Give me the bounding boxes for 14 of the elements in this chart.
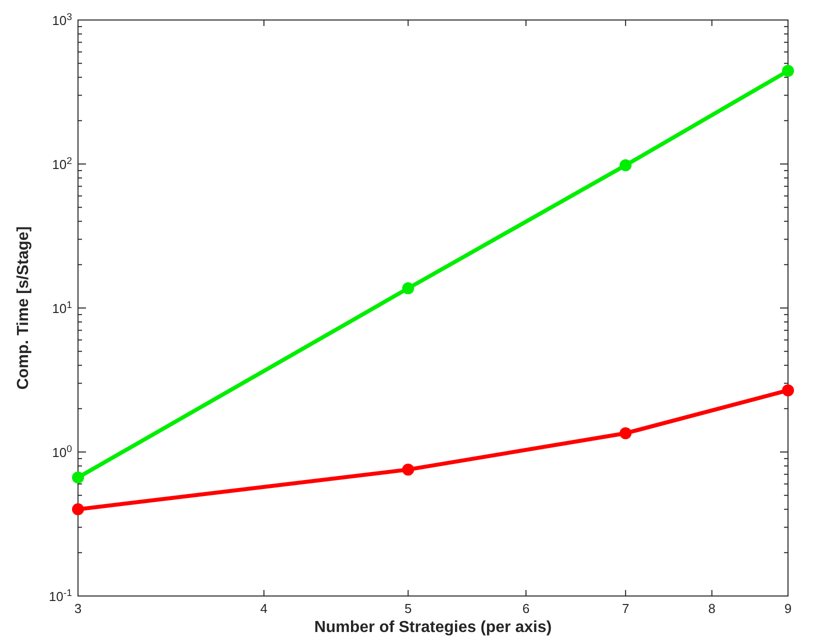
x-tick-label: 9 xyxy=(784,601,792,616)
x-axis-title: Number of Strategies (per axis) xyxy=(314,619,552,636)
x-tick-label: 7 xyxy=(622,601,630,616)
x-tick-label: 5 xyxy=(404,601,412,616)
x-tick-label: 4 xyxy=(260,601,268,616)
y-tick-label: 10$^{0}$ xyxy=(52,444,73,460)
x-tick-label: 6 xyxy=(522,601,530,616)
y-tick-label: 10$^{-1}$ xyxy=(48,588,72,604)
x-tick-label: 8 xyxy=(708,601,716,616)
y-tick-label: 10$^{1}$ xyxy=(52,300,72,316)
y-tick-label: 10$^{2}$ xyxy=(52,156,72,172)
y-tick-label: 10$^{3}$ xyxy=(52,12,72,28)
x-tick-label: 3 xyxy=(74,601,82,616)
y-axis-title: Comp. Time [s/Stage] xyxy=(15,226,32,390)
